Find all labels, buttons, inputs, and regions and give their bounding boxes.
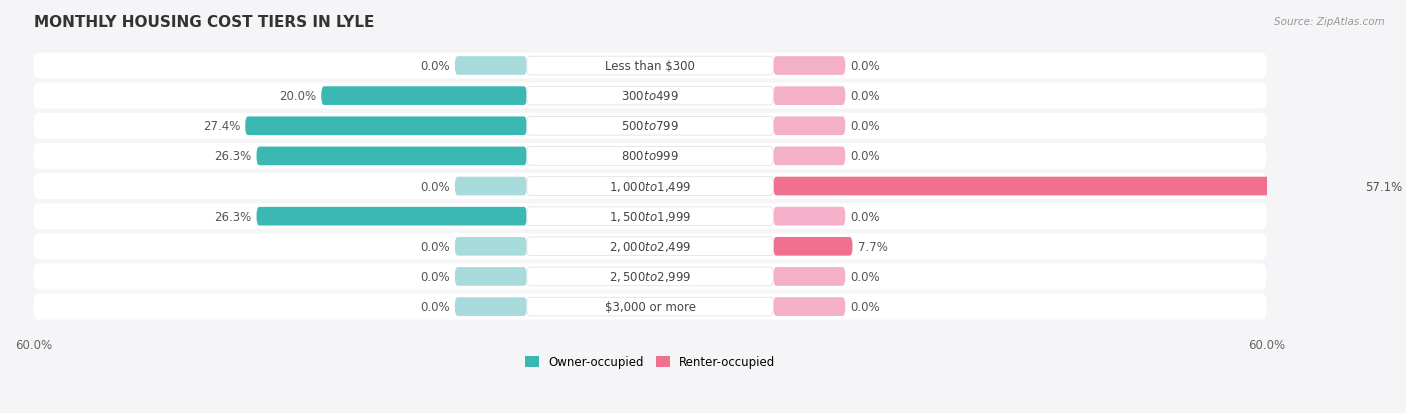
FancyBboxPatch shape <box>773 57 845 76</box>
FancyBboxPatch shape <box>773 117 845 136</box>
Text: 20.0%: 20.0% <box>278 90 316 103</box>
FancyBboxPatch shape <box>456 297 527 316</box>
Text: 7.7%: 7.7% <box>858 240 887 253</box>
FancyBboxPatch shape <box>527 87 773 106</box>
Text: 0.0%: 0.0% <box>851 300 880 313</box>
FancyBboxPatch shape <box>527 117 773 136</box>
FancyBboxPatch shape <box>456 268 527 286</box>
FancyBboxPatch shape <box>34 144 1267 169</box>
FancyBboxPatch shape <box>527 297 773 316</box>
Text: 0.0%: 0.0% <box>420 240 450 253</box>
FancyBboxPatch shape <box>245 117 527 136</box>
Text: 57.1%: 57.1% <box>1365 180 1402 193</box>
FancyBboxPatch shape <box>256 207 527 226</box>
Text: $800 to $999: $800 to $999 <box>621 150 679 163</box>
Text: $3,000 or more: $3,000 or more <box>605 300 696 313</box>
Text: Less than $300: Less than $300 <box>605 60 695 73</box>
FancyBboxPatch shape <box>456 57 527 76</box>
FancyBboxPatch shape <box>456 177 527 196</box>
Text: 0.0%: 0.0% <box>851 90 880 103</box>
Legend: Owner-occupied, Renter-occupied: Owner-occupied, Renter-occupied <box>520 351 780 373</box>
FancyBboxPatch shape <box>773 207 845 226</box>
FancyBboxPatch shape <box>34 264 1267 290</box>
FancyBboxPatch shape <box>34 53 1267 79</box>
Text: 0.0%: 0.0% <box>851 60 880 73</box>
FancyBboxPatch shape <box>456 237 527 256</box>
Text: Source: ZipAtlas.com: Source: ZipAtlas.com <box>1274 17 1385 26</box>
FancyBboxPatch shape <box>34 294 1267 320</box>
Text: 0.0%: 0.0% <box>420 270 450 283</box>
Text: $300 to $499: $300 to $499 <box>621 90 679 103</box>
FancyBboxPatch shape <box>773 87 845 106</box>
Text: 26.3%: 26.3% <box>214 210 252 223</box>
Text: MONTHLY HOUSING COST TIERS IN LYLE: MONTHLY HOUSING COST TIERS IN LYLE <box>34 15 374 30</box>
Text: $500 to $799: $500 to $799 <box>621 120 679 133</box>
FancyBboxPatch shape <box>773 268 845 286</box>
FancyBboxPatch shape <box>773 147 845 166</box>
Text: 0.0%: 0.0% <box>420 60 450 73</box>
Text: $2,500 to $2,999: $2,500 to $2,999 <box>609 270 692 284</box>
Text: 27.4%: 27.4% <box>202 120 240 133</box>
Text: $1,500 to $1,999: $1,500 to $1,999 <box>609 210 692 223</box>
FancyBboxPatch shape <box>34 234 1267 260</box>
Text: 0.0%: 0.0% <box>851 210 880 223</box>
FancyBboxPatch shape <box>34 114 1267 140</box>
FancyBboxPatch shape <box>527 147 773 166</box>
FancyBboxPatch shape <box>773 297 845 316</box>
FancyBboxPatch shape <box>321 87 527 106</box>
Text: 0.0%: 0.0% <box>420 180 450 193</box>
FancyBboxPatch shape <box>34 204 1267 230</box>
FancyBboxPatch shape <box>773 237 852 256</box>
FancyBboxPatch shape <box>527 237 773 256</box>
FancyBboxPatch shape <box>773 177 1360 196</box>
FancyBboxPatch shape <box>527 207 773 226</box>
Text: 26.3%: 26.3% <box>214 150 252 163</box>
FancyBboxPatch shape <box>34 83 1267 109</box>
Text: 0.0%: 0.0% <box>851 270 880 283</box>
FancyBboxPatch shape <box>256 147 527 166</box>
Text: 0.0%: 0.0% <box>420 300 450 313</box>
FancyBboxPatch shape <box>34 173 1267 199</box>
FancyBboxPatch shape <box>527 268 773 286</box>
Text: 0.0%: 0.0% <box>851 120 880 133</box>
FancyBboxPatch shape <box>527 57 773 76</box>
Text: $1,000 to $1,499: $1,000 to $1,499 <box>609 180 692 194</box>
Text: $2,000 to $2,499: $2,000 to $2,499 <box>609 240 692 254</box>
Text: 0.0%: 0.0% <box>851 150 880 163</box>
FancyBboxPatch shape <box>527 177 773 196</box>
